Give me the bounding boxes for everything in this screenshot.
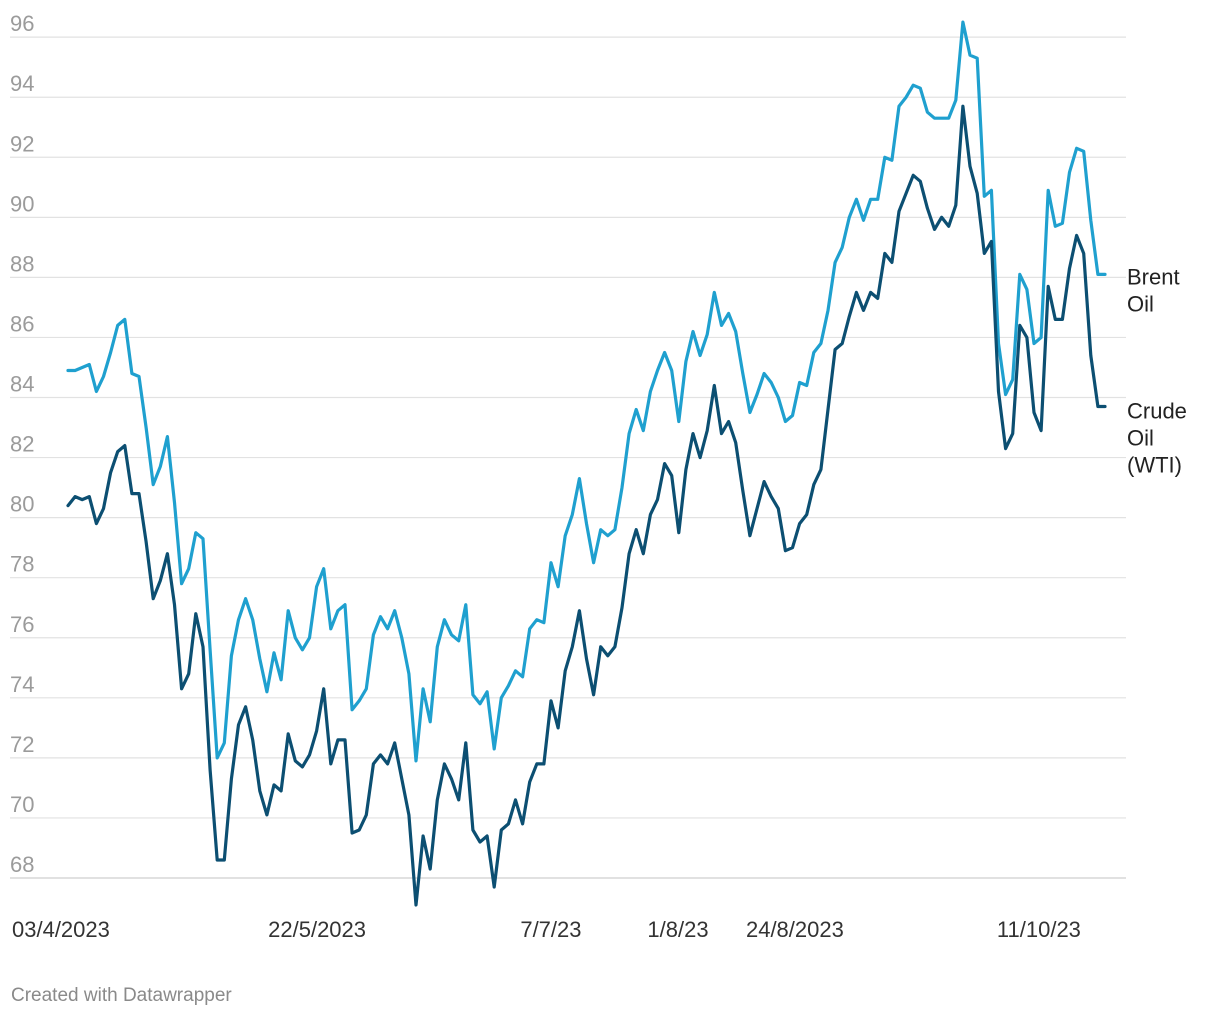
x-tick-label: 22/5/2023 bbox=[268, 917, 366, 942]
y-tick-label: 96 bbox=[10, 11, 34, 36]
y-axis-ticks: 68 70 72 74 76 78 80 82 84 86 88 90 92 94 96 bbox=[10, 11, 34, 877]
credit-text: Created with Datawrapper bbox=[11, 985, 232, 1006]
y-tick-label: 86 bbox=[10, 311, 34, 336]
series-line-brent-oil bbox=[66, 20, 1107, 763]
x-tick-label: 03/4/2023 bbox=[12, 917, 110, 942]
y-tick-label: 74 bbox=[10, 672, 34, 697]
y-tick-label: 94 bbox=[10, 71, 34, 96]
series-lines bbox=[66, 20, 1107, 907]
y-tick-label: 78 bbox=[10, 552, 34, 577]
series-label-brent-oil: Brent Oil bbox=[1127, 264, 1180, 316]
y-tick-label: 82 bbox=[10, 432, 34, 457]
gridlines bbox=[10, 36, 1126, 879]
y-tick-label: 88 bbox=[10, 251, 34, 276]
x-tick-label: 7/7/23 bbox=[520, 917, 581, 942]
x-tick-label: 11/10/23 bbox=[997, 917, 1081, 942]
series-labels: Brent Oil Crude Oil (WTI) bbox=[1127, 264, 1187, 477]
x-axis-ticks: 03/4/2023 22/5/2023 7/7/23 1/8/23 24/8/2023 1… bbox=[12, 917, 1081, 942]
y-tick-label: 80 bbox=[10, 492, 34, 517]
y-tick-label: 92 bbox=[10, 131, 34, 156]
y-tick-label: 76 bbox=[10, 612, 34, 637]
y-tick-label: 70 bbox=[10, 792, 34, 817]
y-tick-label: 72 bbox=[10, 732, 34, 757]
x-tick-label: 1/8/23 bbox=[647, 917, 708, 942]
series-line-crude-oil-wti bbox=[66, 104, 1107, 907]
x-tick-label: 24/8/2023 bbox=[746, 917, 844, 942]
series-label-crude-oil-wti: Crude Oil (WTI) bbox=[1127, 399, 1187, 478]
y-tick-label: 84 bbox=[10, 372, 34, 397]
y-tick-label: 68 bbox=[10, 852, 34, 877]
y-tick-label: 90 bbox=[10, 191, 34, 216]
